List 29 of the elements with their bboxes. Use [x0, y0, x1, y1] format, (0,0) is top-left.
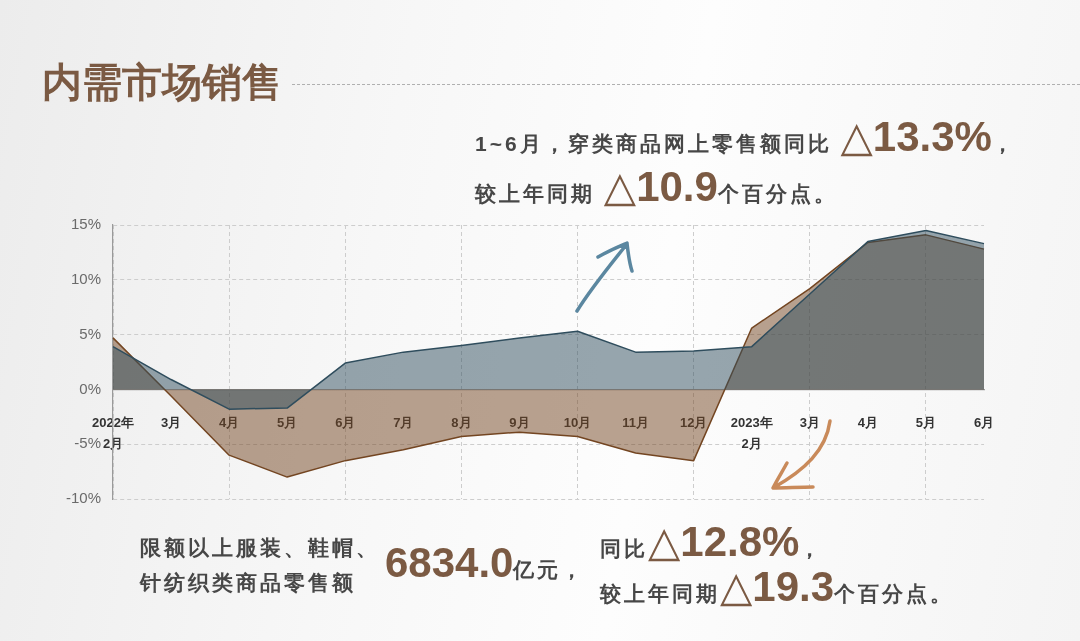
- x-tick-label: 12月: [679, 415, 708, 431]
- text: 针纺织类商品零售额: [140, 571, 356, 594]
- chart-title: 内需市场销售: [42, 59, 282, 106]
- x-tick-label: 8月: [451, 415, 472, 431]
- text: 6834.0亿元，: [385, 538, 586, 586]
- y-tick-label: -5%: [74, 434, 101, 452]
- x-tick-label: 11月: [622, 415, 649, 431]
- x-tick-label: 10月: [563, 415, 592, 431]
- x-tick-label: 3月: [160, 415, 182, 431]
- text: 限额以上服装、鞋帽、: [140, 536, 380, 559]
- text: 较上年同期△19.3个百分点。: [600, 562, 955, 610]
- text: 较上年同期 △10.9个百分点。: [475, 162, 838, 210]
- x-tick-label: 5月: [277, 415, 298, 431]
- y-tick-label: 5%: [79, 324, 101, 342]
- x-tick-label: 6月: [973, 415, 995, 431]
- y-tick-label: -10%: [65, 489, 101, 507]
- x-tick-label: 7月: [393, 415, 414, 431]
- text: 同比△12.8%，: [600, 517, 824, 565]
- x-tick-label: 2023年 2月: [730, 415, 773, 452]
- x-tick-label: 4月: [857, 415, 878, 431]
- y-tick-label: 10%: [70, 269, 101, 287]
- y-tick-label: 0%: [79, 379, 101, 397]
- x-tick-label: 9月: [509, 415, 530, 431]
- y-tick-label: 15%: [70, 215, 101, 233]
- text: 1~6月，穿类商品网上零售额同比 △13.3%，: [475, 112, 1016, 160]
- x-tick-label: 4月: [219, 415, 240, 431]
- x-tick-label: 5月: [915, 415, 937, 431]
- x-tick-label: 3月: [799, 415, 820, 431]
- x-tick-label: 6月: [335, 415, 356, 431]
